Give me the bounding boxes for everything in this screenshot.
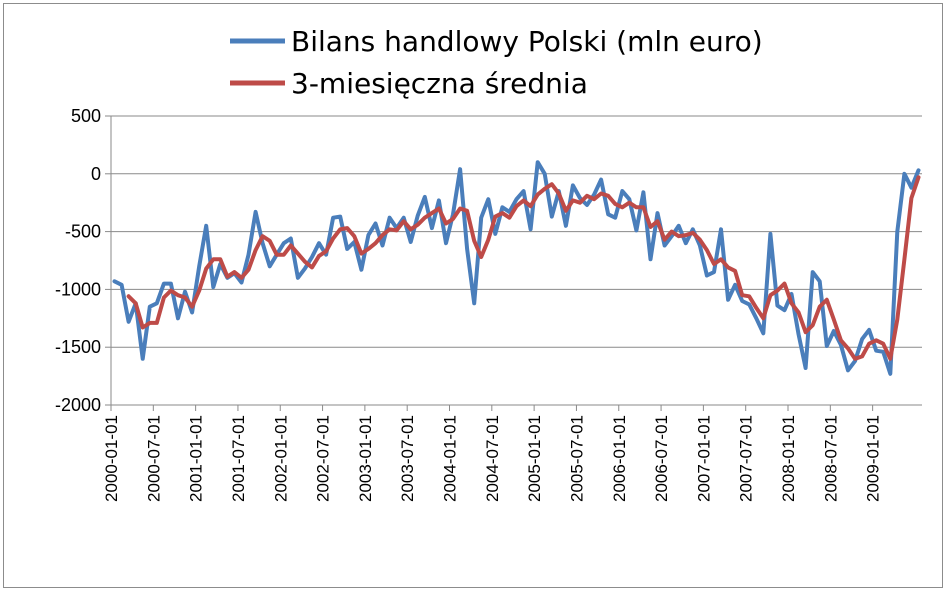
x-tick-label: 2000-01-01 (102, 415, 121, 502)
x-tick-label: 2001-01-01 (187, 415, 206, 502)
gridlines (111, 115, 922, 406)
x-tick-label: 2007-07-01 (737, 415, 756, 502)
series-points-balance (114, 162, 918, 374)
legend-label-average: 3-miesięczna średnia (291, 67, 588, 100)
x-tick-label: 2005-01-01 (525, 415, 544, 502)
series-line-balance (112, 160, 921, 376)
x-tick-label: 2002-01-01 (271, 415, 290, 502)
x-tick-label: 2005-07-01 (567, 415, 586, 502)
y-tick-label: -1000 (55, 279, 101, 299)
x-tick-label: 2004-01-01 (441, 415, 460, 502)
y-tick-label: -1500 (55, 337, 101, 357)
x-tick-label: 2003-01-01 (356, 415, 375, 502)
x-axis: 2000-01-01 2000-07-01 2001-01-01 2001-07-01… (102, 404, 922, 502)
x-tick-label: 2004-07-01 (483, 415, 502, 502)
x-tick-label: 2001-07-01 (229, 415, 248, 502)
y-tick-label: -2000 (55, 395, 101, 415)
x-tick-label: 2002-07-01 (314, 415, 333, 502)
y-axis: 500 0 -500 -1000 -1500 -2000 (55, 106, 112, 415)
x-tick-label: 2003-07-01 (398, 415, 417, 502)
series-line-average (126, 175, 921, 361)
x-tick-label: 2008-01-01 (779, 415, 798, 502)
y-tick-label: 500 (71, 106, 101, 126)
x-tick-label: 2008-07-01 (821, 415, 840, 502)
x-tick-label: 2007-01-01 (694, 415, 713, 502)
x-tick-label: 2006-01-01 (610, 415, 629, 502)
y-tick-label: 0 (91, 164, 101, 184)
y-tick-label: -500 (65, 222, 101, 242)
series-lines (112, 160, 921, 376)
x-tick-label: 2009-01-01 (864, 415, 883, 502)
legend-label-balance: Bilans handlowy Polski (mln euro) (291, 25, 763, 58)
legend: Bilans handlowy Polski (mln euro) 3-mies… (230, 25, 763, 100)
x-tick-label: 2000-07-01 (144, 415, 163, 502)
x-tick-label: 2006-07-01 (652, 415, 671, 502)
